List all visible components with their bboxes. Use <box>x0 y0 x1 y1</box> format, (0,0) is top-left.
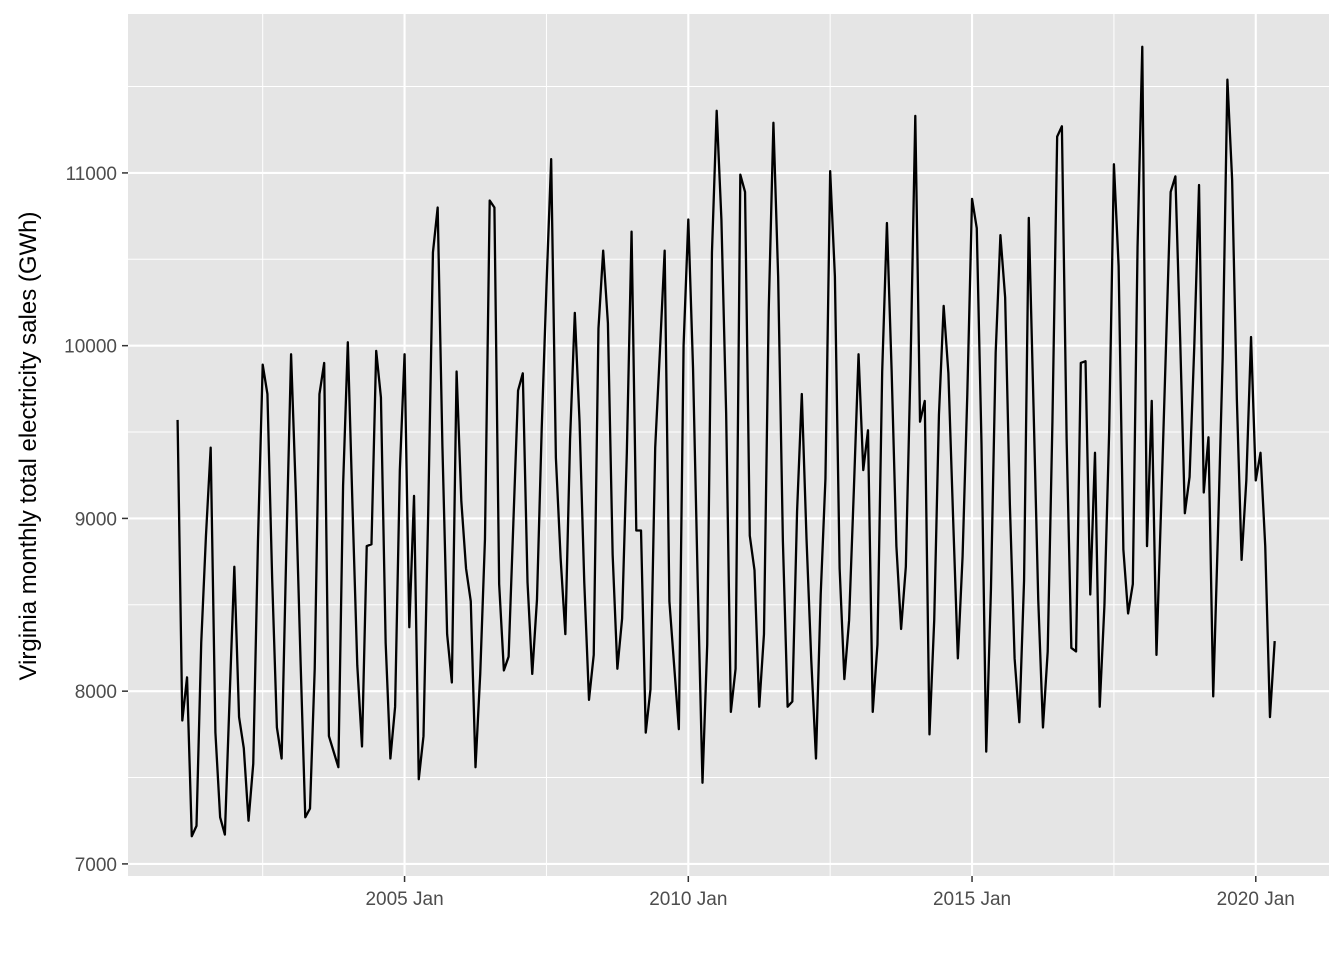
x-axis: 2005 Jan 2010 Jan 2015 Jan 2020 Jan <box>365 876 1295 910</box>
y-tick-label: 11000 <box>66 164 117 185</box>
x-tick-label: 2005 Jan <box>365 889 443 910</box>
y-tick-label: 8000 <box>75 682 117 703</box>
y-tick-label: 9000 <box>75 509 117 530</box>
x-tick-label: 2010 Jan <box>649 889 727 910</box>
x-tick-label: 2020 Jan <box>1217 889 1295 910</box>
y-tick-label: 7000 <box>75 855 117 876</box>
x-tick-label: 2015 Jan <box>933 889 1011 910</box>
plot-panel <box>128 14 1329 876</box>
y-axis: 7000 8000 9000 10000 11000 <box>64 164 128 876</box>
y-axis-title: Virginia monthly total electricity sales… <box>15 211 42 680</box>
series-line <box>176 45 1276 838</box>
y-tick-label: 10000 <box>64 337 117 358</box>
